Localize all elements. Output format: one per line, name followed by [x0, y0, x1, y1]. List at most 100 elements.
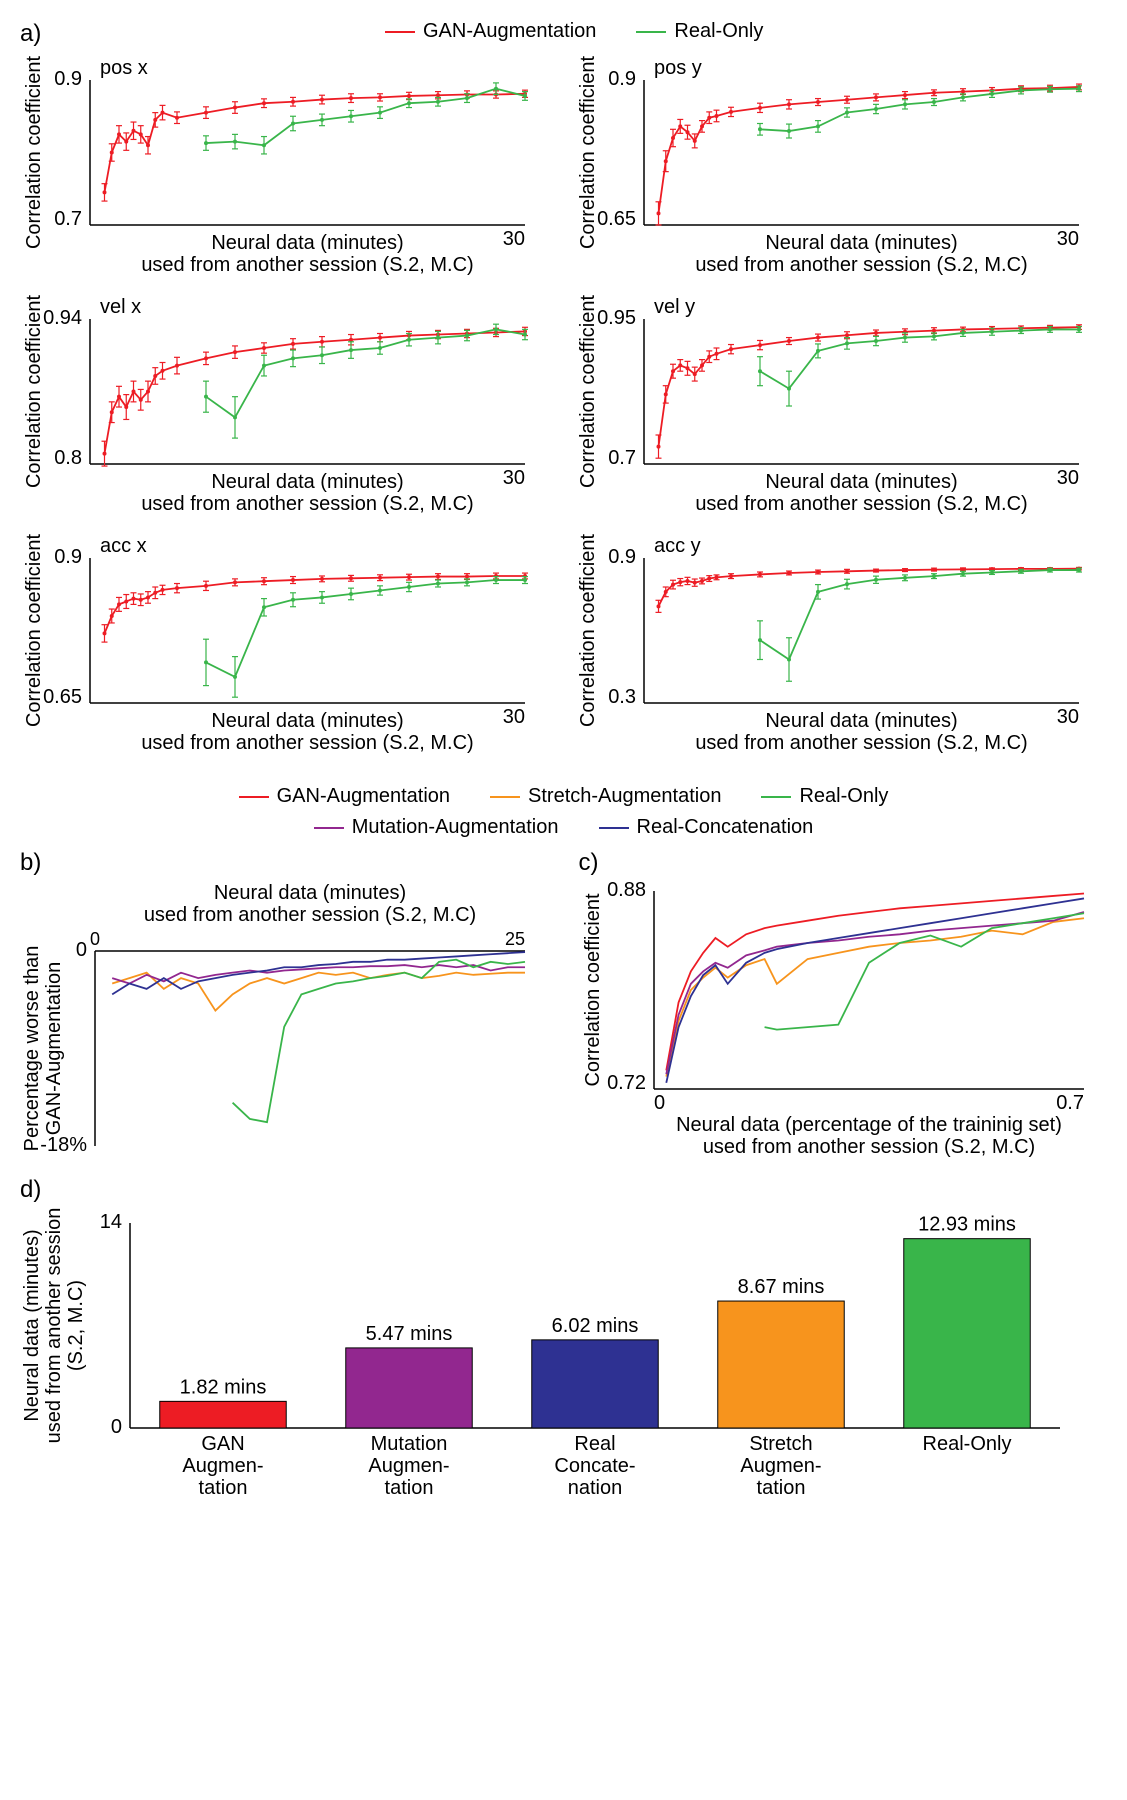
svg-text:Neural data (minutes): Neural data (minutes): [211, 232, 403, 254]
svg-text:Neural data (percentage of the: Neural data (percentage of the traininig…: [676, 1114, 1062, 1136]
legend-line-icon: [239, 796, 269, 798]
svg-text:Neural data (minutes): Neural data (minutes): [765, 710, 957, 732]
svg-text:vel y: vel y: [654, 296, 695, 318]
legend-line-icon: [314, 827, 344, 829]
svg-text:Neural data (minutes): Neural data (minutes): [765, 232, 957, 254]
svg-text:Percentage worse than: Percentage worse than: [21, 946, 43, 1152]
svg-text:pos y: pos y: [654, 57, 702, 79]
legend-label-gan: GAN-Augmentation: [423, 20, 596, 43]
svg-text:Correlation coefficient: Correlation coefficient: [577, 295, 599, 489]
svg-text:Real: Real: [574, 1433, 615, 1455]
svg-text:0.8: 0.8: [54, 447, 82, 469]
svg-text:0.3: 0.3: [608, 686, 636, 708]
svg-text:Augmen-: Augmen-: [368, 1455, 449, 1477]
panel-b-chart: Neural data (minutes)used from another s…: [20, 881, 549, 1161]
svg-text:tation: tation: [757, 1477, 806, 1499]
svg-text:0.65: 0.65: [597, 208, 636, 230]
legend-label: Real-Only: [799, 785, 888, 808]
svg-text:Correlation coefficient: Correlation coefficient: [577, 56, 599, 250]
svg-text:30: 30: [1056, 467, 1078, 489]
svg-text:Real-Only: Real-Only: [923, 1433, 1012, 1455]
legend-label-real-only: Real-Only: [674, 20, 763, 43]
legend-line-icon: [761, 796, 791, 798]
svg-text:Correlation coefficient: Correlation coefficient: [582, 893, 604, 1087]
svg-text:12.93 mins: 12.93 mins: [918, 1214, 1016, 1236]
svg-text:0.9: 0.9: [54, 546, 82, 568]
svg-text:Neural data (minutes): Neural data (minutes): [214, 882, 406, 904]
svg-text:Neural data (minutes): Neural data (minutes): [211, 710, 403, 732]
svg-text:GAN: GAN: [201, 1433, 244, 1455]
panel-c-label: c): [579, 849, 1108, 877]
legend-item-gan-b: GAN-Augmentation: [239, 785, 450, 808]
svg-text:0.9: 0.9: [54, 68, 82, 90]
svg-text:30: 30: [503, 228, 525, 250]
svg-text:used from another session (S.2: used from another session (S.2, M.C): [141, 254, 473, 276]
svg-text:0.7: 0.7: [608, 447, 636, 469]
svg-text:30: 30: [1056, 706, 1078, 728]
subplot-acc-x: acc x0.90.6530Correlation coefficientNeu…: [20, 530, 554, 765]
svg-text:0.94: 0.94: [43, 307, 82, 329]
svg-text:Correlation coefficient: Correlation coefficient: [23, 56, 45, 250]
legend-label: GAN-Augmentation: [277, 785, 450, 808]
svg-text:Augmen-: Augmen-: [740, 1455, 821, 1477]
svg-text:0.7: 0.7: [54, 208, 82, 230]
svg-text:vel x: vel x: [100, 296, 141, 318]
svg-text:GAN-Augmentation: GAN-Augmentation: [43, 962, 65, 1135]
subplot-vel-x: vel x0.940.830Correlation coefficientNeu…: [20, 291, 554, 526]
panel-a-label: a): [20, 20, 41, 48]
svg-text:0.65: 0.65: [43, 686, 82, 708]
legend-item-gan: GAN-Augmentation: [385, 20, 596, 43]
legend-line-icon: [490, 796, 520, 798]
svg-text:0: 0: [111, 1416, 122, 1438]
svg-text:Concate-: Concate-: [554, 1455, 635, 1477]
legend-a: GAN-Augmentation Real-Only: [41, 20, 1107, 43]
legend-label: Stretch-Augmentation: [528, 785, 721, 808]
svg-text:0: 0: [654, 1092, 665, 1114]
svg-text:used from another session (S.2: used from another session (S.2, M.C): [702, 1136, 1034, 1158]
svg-text:5.47 mins: 5.47 mins: [366, 1323, 453, 1345]
svg-text:Correlation coefficient: Correlation coefficient: [23, 534, 45, 728]
panel-b-label: b): [20, 849, 549, 877]
svg-text:pos x: pos x: [100, 57, 148, 79]
svg-text:25: 25: [505, 929, 525, 949]
legend-b: GAN-Augmentation Stretch-Augmentation Re…: [20, 785, 1107, 839]
legend-item-mutation: Mutation-Augmentation: [314, 816, 559, 839]
svg-text:1.82 mins: 1.82 mins: [180, 1376, 267, 1398]
figure-root: a) GAN-Augmentation Real-Only pos x 0.9 0.…: [20, 20, 1107, 1508]
svg-text:tation: tation: [385, 1477, 434, 1499]
svg-text:used from another session (S.2: used from another session (S.2, M.C): [141, 732, 473, 754]
svg-text:0.95: 0.95: [597, 307, 636, 329]
svg-text:used from another session: used from another session: [43, 1208, 65, 1443]
svg-text:used from another session (S.2: used from another session (S.2, M.C): [695, 732, 1027, 754]
subplot-acc-y: acc y0.90.330Correlation coefficientNeur…: [574, 530, 1108, 765]
svg-text:0: 0: [90, 929, 100, 949]
svg-text:0.72: 0.72: [607, 1072, 646, 1094]
legend-label: Mutation-Augmentation: [352, 816, 559, 839]
svg-text:14: 14: [100, 1211, 122, 1233]
legend-item-real-only-b: Real-Only: [761, 785, 888, 808]
subplot-vel-y: vel y 0.95 0.7 30 Correlation coefficient Neu…: [574, 291, 1108, 526]
legend-label: Real-Concatenation: [637, 816, 814, 839]
svg-text:used from another session (S.2: used from another session (S.2, M.C): [695, 493, 1027, 515]
svg-text:0.9: 0.9: [608, 68, 636, 90]
legend-line-icon: [599, 827, 629, 829]
panel-d-chart: 140Neural data (minutes)used from anothe…: [20, 1208, 1107, 1508]
subplot-pos-y: pos y0.90.6530Correlation coefficientNeu…: [574, 52, 1108, 287]
panel-a-grid: pos x 0.9 0.7 30 Correlation coefficient Neur…: [20, 52, 1107, 765]
legend-item-stretch: Stretch-Augmentation: [490, 785, 721, 808]
svg-text:Neural data (minutes): Neural data (minutes): [765, 471, 957, 493]
subplot-pos-x: pos x 0.9 0.7 30 Correlation coefficient Neur…: [20, 52, 554, 287]
svg-text:0.9: 0.9: [608, 546, 636, 568]
svg-text:0.88: 0.88: [607, 881, 646, 901]
svg-text:0.7: 0.7: [1056, 1092, 1084, 1114]
svg-text:tation: tation: [199, 1477, 248, 1499]
svg-text:8.67 mins: 8.67 mins: [738, 1276, 825, 1298]
legend-line-gan: [385, 31, 415, 33]
svg-text:acc y: acc y: [654, 535, 701, 557]
svg-text:acc x: acc x: [100, 535, 147, 557]
svg-text:Augmen-: Augmen-: [182, 1455, 263, 1477]
svg-text:used from another session (S.2: used from another session (S.2, M.C): [144, 904, 476, 926]
svg-text:0: 0: [76, 939, 87, 961]
svg-text:Stretch: Stretch: [749, 1433, 812, 1455]
svg-text:-18%: -18%: [40, 1134, 87, 1156]
